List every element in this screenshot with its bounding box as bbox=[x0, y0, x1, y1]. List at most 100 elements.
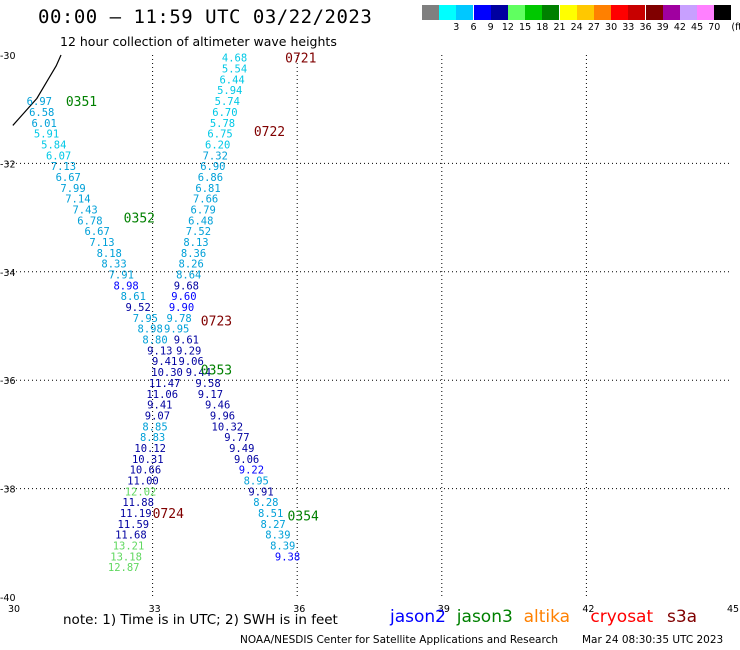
legend-label: 33 bbox=[622, 22, 635, 33]
wave-height-label: 11.47 bbox=[149, 378, 181, 390]
wave-height-label: 10.30 bbox=[151, 367, 183, 379]
wave-height-label: 6.70 bbox=[212, 107, 237, 119]
wave-height-label: 7.99 bbox=[60, 183, 85, 195]
wave-height-label: 6.97 bbox=[27, 96, 52, 108]
wave-height-label: 5.91 bbox=[34, 129, 59, 141]
pass-time-label: 0721 bbox=[285, 52, 316, 67]
legend-swatch bbox=[542, 5, 560, 20]
wave-height-label: 8.27 bbox=[260, 519, 285, 531]
x-tick-label: 36 bbox=[293, 604, 305, 615]
wave-height-label: 4.68 bbox=[222, 53, 247, 65]
wave-height-label: 9.06 bbox=[179, 356, 204, 368]
wave-height-label: 6.67 bbox=[56, 172, 81, 184]
legend-swatch bbox=[576, 5, 594, 20]
wave-height-label: 8.28 bbox=[253, 497, 278, 509]
legend-label: 18 bbox=[536, 22, 549, 33]
wave-height-label: 6.67 bbox=[85, 226, 110, 238]
wave-height-label: 7.14 bbox=[65, 194, 90, 206]
legend-label: 27 bbox=[587, 22, 600, 33]
wave-height-label: 6.75 bbox=[207, 129, 232, 141]
wave-height-label: 10.12 bbox=[134, 443, 166, 455]
wave-height-label: 9.52 bbox=[125, 302, 150, 314]
wave-height-label: 9.41 bbox=[152, 356, 177, 368]
legend-label: 45 bbox=[691, 22, 704, 33]
satellite-name: s3a bbox=[667, 607, 698, 627]
wave-height-label: 8.18 bbox=[97, 248, 122, 260]
footer-note: note: 1) Time is in UTC; 2) SWH is in fe… bbox=[63, 612, 338, 628]
pass-time-label: 0724 bbox=[153, 507, 184, 522]
legend-swatch bbox=[490, 5, 508, 20]
wave-height-label: 8.98 bbox=[113, 280, 138, 292]
wave-height-label: 7.52 bbox=[186, 226, 211, 238]
wave-height-label: 11.88 bbox=[122, 497, 154, 509]
wave-height-label: 9.49 bbox=[229, 443, 254, 455]
legend-swatch bbox=[714, 5, 732, 20]
wave-height-label: 6.07 bbox=[46, 150, 71, 162]
wave-height-label: 8.51 bbox=[258, 508, 283, 520]
wave-height-label: 8.39 bbox=[265, 530, 290, 542]
wave-height-label: 6.90 bbox=[200, 161, 225, 173]
wave-height-label: 5.78 bbox=[210, 118, 235, 130]
pass-time-label: 0352 bbox=[124, 212, 155, 227]
chart-title: 00:00 – 11:59 UTC 03/22/2023 bbox=[38, 6, 373, 28]
y-tick-label: -34 bbox=[0, 268, 16, 279]
pass-time-label: 0353 bbox=[201, 363, 232, 378]
wave-height-label: 7.43 bbox=[72, 204, 97, 216]
legend-label: 21 bbox=[553, 22, 566, 33]
wave-height-label: 9.61 bbox=[174, 335, 199, 347]
wave-height-label: 9.60 bbox=[171, 291, 196, 303]
wave-height-label: 7.91 bbox=[109, 270, 134, 282]
wave-height-label: 7.32 bbox=[203, 150, 228, 162]
legend-swatch bbox=[594, 5, 611, 20]
wave-height-label: 9.44 bbox=[186, 367, 211, 379]
legend-swatch bbox=[473, 5, 491, 20]
wave-height-label: 12.02 bbox=[125, 486, 157, 498]
wave-height-label: 7.66 bbox=[193, 194, 218, 206]
legend-swatch bbox=[422, 5, 439, 20]
legend-label: 42 bbox=[673, 22, 686, 33]
wave-height-label: 11.06 bbox=[146, 389, 178, 401]
timestamp-text: Mar 24 08:30:35 UTC 2023 bbox=[582, 634, 724, 646]
wave-height-label: 6.86 bbox=[198, 172, 223, 184]
wave-height-label: 6.78 bbox=[77, 215, 102, 227]
legend-label: 70 bbox=[708, 22, 721, 33]
legend-label: 3 bbox=[453, 22, 460, 33]
wave-height-label: 9.13 bbox=[147, 345, 172, 357]
legend-swatch bbox=[439, 5, 457, 20]
wave-height-label: 7.13 bbox=[51, 161, 76, 173]
y-tick-label: -38 bbox=[0, 485, 16, 496]
wave-height-label: 9.58 bbox=[195, 378, 220, 390]
satellite-name: jason2 bbox=[390, 607, 446, 627]
x-tick-label: 30 bbox=[8, 604, 20, 615]
x-tick-label: 42 bbox=[582, 604, 594, 615]
pass-time-label: 0354 bbox=[288, 510, 319, 525]
wave-height-label: 7.13 bbox=[89, 237, 114, 249]
wave-height-label: 5.54 bbox=[222, 64, 247, 76]
wave-height-label: 9.91 bbox=[248, 486, 273, 498]
y-tick-label: -36 bbox=[0, 376, 16, 387]
y-tick-label: -30 bbox=[0, 51, 16, 62]
legend-swatch bbox=[662, 5, 680, 20]
wave-height-label: 9.38 bbox=[275, 551, 300, 563]
wave-height-label: 13.18 bbox=[110, 551, 142, 563]
legend-label: 6 bbox=[470, 22, 477, 33]
wave-height-label: 13.21 bbox=[113, 541, 145, 553]
wave-height-label: 12.87 bbox=[108, 562, 140, 574]
wave-height-label: 8.26 bbox=[179, 259, 204, 271]
wave-height-label: 9.46 bbox=[205, 400, 230, 412]
pass-time-label: 0722 bbox=[254, 125, 285, 140]
wave-height-label: 8.33 bbox=[101, 259, 126, 271]
legend-swatch bbox=[559, 5, 577, 20]
wave-height-label: 9.29 bbox=[176, 345, 201, 357]
wave-height-label: 9.95 bbox=[164, 324, 189, 336]
wave-height-label: 8.85 bbox=[142, 421, 167, 433]
wave-height-label: 9.17 bbox=[198, 389, 223, 401]
wave-height-label: 9.07 bbox=[145, 410, 170, 422]
pass-time-label: 0723 bbox=[201, 315, 232, 330]
legend-swatch bbox=[508, 5, 525, 20]
wave-height-label: 8.64 bbox=[176, 270, 201, 282]
wave-height-label: 6.79 bbox=[191, 204, 216, 216]
credit-text: NOAA/NESDIS Center for Satellite Applica… bbox=[240, 634, 558, 646]
wave-height-label: 5.94 bbox=[217, 85, 242, 97]
wave-height-label: 6.44 bbox=[219, 74, 244, 86]
